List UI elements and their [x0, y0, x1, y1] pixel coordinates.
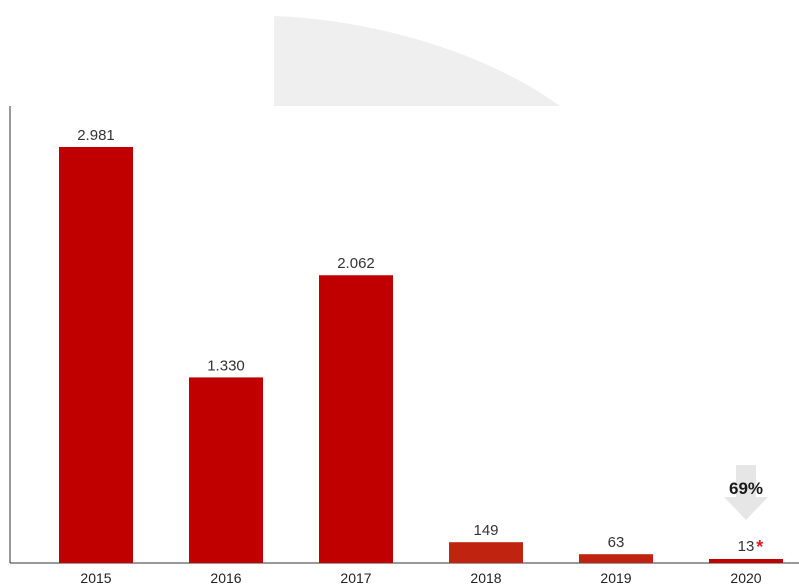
x-tick-label-2020: 2020 [730, 570, 761, 586]
value-label-2017: 2.062 [337, 255, 375, 272]
value-labels-group: 2.981 1.330 2.062 149 63 13 [77, 127, 754, 555]
bars-group [59, 147, 783, 563]
bar-2015 [59, 147, 133, 563]
value-label-2015: 2.981 [77, 127, 115, 144]
down-arrow-icon [724, 465, 768, 520]
bar-2020 [709, 559, 783, 563]
bar-2019 [579, 554, 653, 563]
x-tick-labels-group: 2015 2016 2017 2018 2019 2020 [80, 570, 761, 586]
x-tick-label-2016: 2016 [210, 570, 241, 586]
bar-2018 [449, 542, 523, 563]
x-tick-label-2018: 2018 [470, 570, 501, 586]
value-label-2019: 63 [608, 534, 625, 551]
x-tick-label-2015: 2015 [80, 570, 111, 586]
watermark-logo [274, 16, 560, 106]
x-tick-label-2017: 2017 [340, 570, 371, 586]
bar-2016 [189, 377, 263, 563]
value-label-2020: 13 [738, 538, 755, 555]
footnote-asterisk: * [756, 537, 763, 557]
reduction-percent-annotation: 69% [729, 479, 763, 498]
value-label-2018: 149 [473, 522, 498, 539]
value-label-2016: 1.330 [207, 357, 245, 374]
annotations-group: 69% * [724, 465, 768, 557]
bar-2017 [319, 275, 393, 563]
x-tick-label-2019: 2019 [600, 570, 631, 586]
